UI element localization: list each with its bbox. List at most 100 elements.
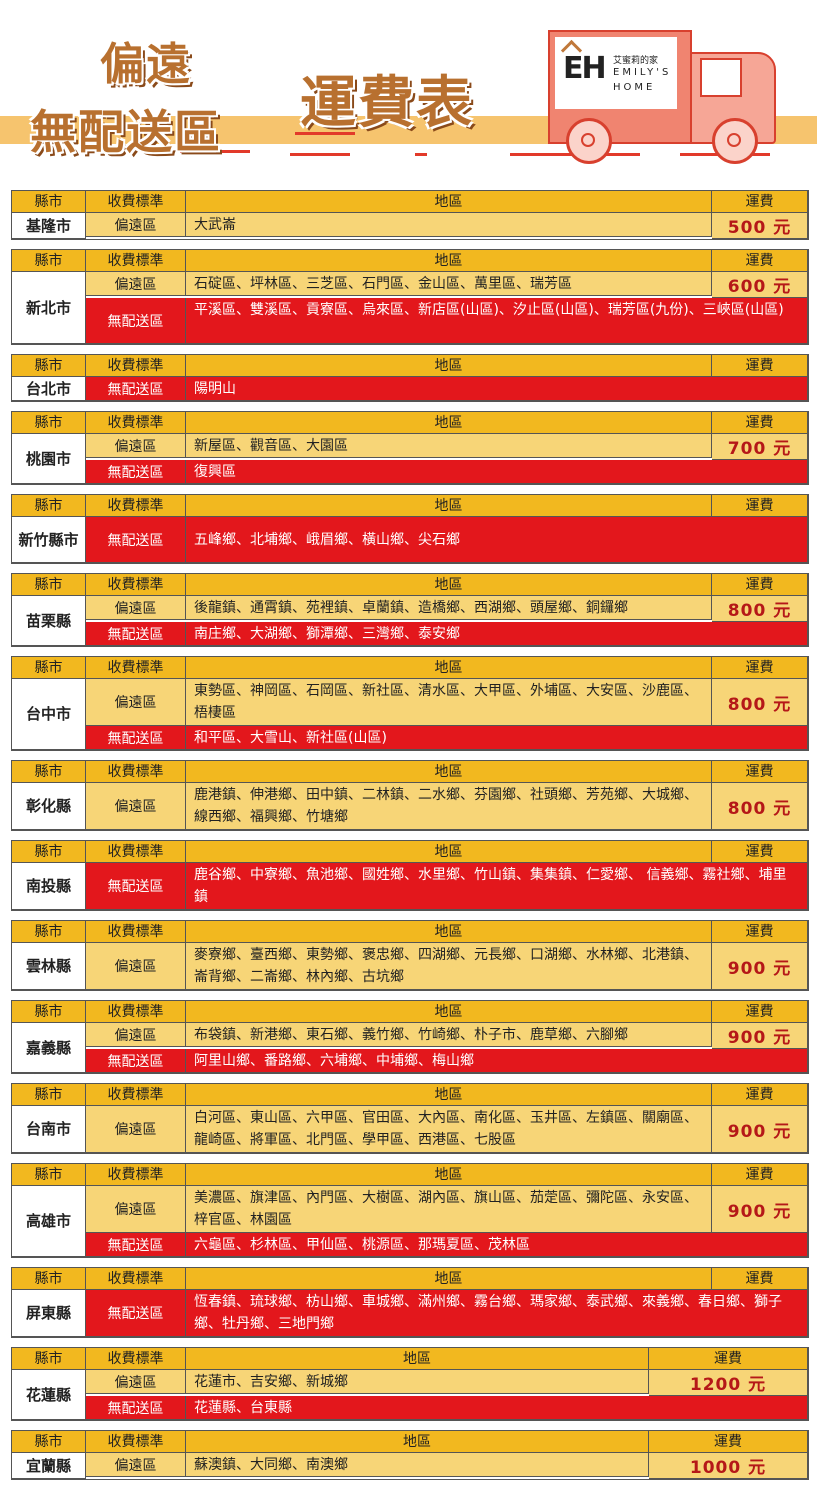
standard-cell: 無配送區	[86, 622, 186, 646]
header-area: 地區	[186, 412, 712, 434]
standard-cell: 無配送區	[86, 1233, 186, 1257]
logo-chinese: 艾蜜莉的家	[613, 56, 659, 66]
logo-english: HOME	[613, 82, 656, 93]
header-standard: 收費標準	[86, 1431, 186, 1453]
county-cell: 雲林縣	[12, 943, 86, 990]
fee-cell: 600 元	[712, 272, 808, 298]
county-cell: 嘉義縣	[12, 1023, 86, 1073]
fee-table: 縣市 收費標準 地區 運費 新北市 偏遠區 石碇區、坪林區、三芝區、石門區、金山區、萬里區、…	[11, 249, 809, 345]
fee-cell: 900 元	[712, 1186, 808, 1233]
area-cell: 布袋鎮、新港鄉、東石鄉、義竹鄉、竹崎鄉、朴子市、鹿草鄉、六腳鄉	[186, 1023, 712, 1047]
county-cell: 台中市	[12, 679, 86, 750]
header-standard: 收費標準	[86, 657, 186, 679]
header-fee: 運費	[712, 841, 808, 863]
title-shipping-table: 運費表	[300, 71, 474, 136]
fee-cell: 800 元	[712, 596, 808, 622]
county-cell: 台南市	[12, 1106, 86, 1153]
banner: 偏遠 無配送區 運費表 EH 艾蜜莉的家 EMILY'S HOME	[0, 0, 817, 185]
header-county: 縣市	[12, 921, 86, 943]
county-cell: 高雄市	[12, 1186, 86, 1257]
header-area: 地區	[186, 1084, 712, 1106]
standard-cell: 偏遠區	[86, 213, 186, 237]
fee-cell: 900 元	[712, 943, 808, 990]
header-standard: 收費標準	[86, 355, 186, 377]
header-fee: 運費	[649, 1431, 808, 1453]
road-dash	[190, 132, 215, 135]
logo-mark: EH	[563, 51, 607, 86]
header-county: 縣市	[12, 191, 86, 213]
county-cell: 宜蘭縣	[12, 1453, 86, 1479]
standard-cell: 無配送區	[86, 1290, 186, 1337]
area-cell: 鹿谷鄉、中寮鄉、魚池鄉、國姓鄉、水里鄉、竹山鎮、集集鎮、仁愛鄉、 信義鄉、霧社鄉…	[186, 863, 808, 910]
standard-cell: 偏遠區	[86, 596, 186, 620]
truck-window	[700, 58, 742, 97]
standard-cell: 偏遠區	[86, 1023, 186, 1047]
fee-table: 縣市 收費標準 地區 運費 苗栗縣 偏遠區 後龍鎮、通霄鎮、苑裡鎮、卓蘭鎮、造橋鄉、西湖鄉、…	[11, 573, 809, 647]
standard-cell: 偏遠區	[86, 1186, 186, 1233]
header-fee: 運費	[712, 355, 808, 377]
header-standard: 收費標準	[86, 761, 186, 783]
fee-table: 縣市 收費標準 地區 運費 花蓮縣 偏遠區 花蓮市、吉安鄉、新城鄉 1200 元無配送區 花蓮縣…	[11, 1347, 809, 1421]
area-cell: 平溪區、雙溪區、貢寮區、烏來區、新店區(山區)、汐止區(山區)、瑞芳區(九份)、…	[186, 298, 808, 344]
fee-table: 縣市 收費標準 地區 運費 雲林縣 偏遠區 麥寮鄉、臺西鄉、東勢鄉、褒忠鄉、四湖鄉、元長鄉、…	[11, 920, 809, 991]
header-fee: 運費	[712, 657, 808, 679]
standard-cell: 偏遠區	[86, 943, 186, 990]
header-county: 縣市	[12, 761, 86, 783]
header-fee: 運費	[712, 574, 808, 596]
area-cell: 石碇區、坪林區、三芝區、石門區、金山區、萬里區、瑞芳區	[186, 272, 712, 296]
standard-cell: 無配送區	[86, 726, 186, 750]
header-area: 地區	[186, 495, 712, 517]
header-standard: 收費標準	[86, 1268, 186, 1290]
header-county: 縣市	[12, 657, 86, 679]
area-cell: 阿里山鄉、番路鄉、六埔鄉、中埔鄉、梅山鄉	[186, 1049, 808, 1073]
area-cell: 美濃區、旗津區、內門區、大樹區、湖內區、旗山區、茄萣區、彌陀區、永安區、梓官區、…	[186, 1186, 712, 1233]
fee-table: 縣市 收費標準 地區 運費 屏東縣 無配送區 恆春鎮、琉球鄉、枋山鄉、車城鄉、滿州鄉、霧台鄉…	[11, 1267, 809, 1338]
header-standard: 收費標準	[86, 1084, 186, 1106]
title-remote: 偏遠	[100, 39, 192, 90]
area-cell: 蘇澳鎮、大同鄉、南澳鄉	[186, 1453, 649, 1477]
county-cell: 台北市	[12, 377, 86, 401]
header-county: 縣市	[12, 1431, 86, 1453]
area-cell: 花蓮縣、台東縣	[186, 1396, 808, 1420]
fee-cell: 800 元	[712, 679, 808, 726]
county-cell: 花蓮縣	[12, 1370, 86, 1420]
header-county: 縣市	[12, 1268, 86, 1290]
standard-cell: 無配送區	[86, 460, 186, 484]
header-area: 地區	[186, 1431, 649, 1453]
road-dash	[415, 153, 427, 156]
header-area: 地區	[186, 1348, 649, 1370]
area-cell: 大武崙	[186, 213, 712, 237]
header-standard: 收費標準	[86, 191, 186, 213]
fee-cell: 500 元	[712, 213, 808, 239]
header-fee: 運費	[712, 761, 808, 783]
standard-cell: 偏遠區	[86, 272, 186, 296]
area-cell: 鹿港鎮、伸港鄉、田中鎮、二林鎮、二水鄉、芬園鄉、社頭鄉、芳苑鄉、大城鄉、線西鄉、…	[186, 783, 712, 830]
header-fee: 運費	[712, 412, 808, 434]
area-cell: 南庄鄉、大湖鄉、獅潭鄉、三灣鄉、泰安鄉	[186, 622, 808, 646]
title-no-delivery: 無配送區	[30, 105, 222, 159]
county-cell: 基隆市	[12, 213, 86, 239]
header-standard: 收費標準	[86, 1348, 186, 1370]
fee-cell: 800 元	[712, 783, 808, 830]
header-standard: 收費標準	[86, 1164, 186, 1186]
area-cell: 和平區、大雪山、新社區(山區)	[186, 726, 808, 750]
standard-cell: 偏遠區	[86, 1453, 186, 1477]
header-area: 地區	[186, 574, 712, 596]
fee-table: 縣市 收費標準 地區 運費 台北市 無配送區 陽明山	[11, 354, 809, 402]
header-fee: 運費	[649, 1348, 808, 1370]
standard-cell: 偏遠區	[86, 679, 186, 726]
fee-table: 縣市 收費標準 地區 運費 南投縣 無配送區 鹿谷鄉、中寮鄉、魚池鄉、國姓鄉、水里鄉、竹山鎮…	[11, 840, 809, 911]
area-cell: 白河區、東山區、六甲區、官田區、大內區、南化區、玉井區、左鎮區、關廟區、龍崎區、…	[186, 1106, 712, 1153]
fee-cell: 700 元	[712, 434, 808, 460]
fee-table: 縣市 收費標準 地區 運費 新竹縣市 無配送區 五峰鄉、北埔鄉、峨眉鄉、橫山鄉、尖石鄉	[11, 494, 809, 564]
fee-cell: 1200 元	[649, 1370, 808, 1396]
header-area: 地區	[186, 761, 712, 783]
fee-table: 縣市 收費標準 地區 運費 嘉義縣 偏遠區 布袋鎮、新港鄉、東石鄉、義竹鄉、竹崎鄉、朴子市、…	[11, 1000, 809, 1074]
standard-cell: 偏遠區	[86, 783, 186, 830]
standard-cell: 無配送區	[86, 517, 186, 563]
county-cell: 苗栗縣	[12, 596, 86, 646]
fee-table: 縣市 收費標準 地區 運費 彰化縣 偏遠區 鹿港鎮、伸港鄉、田中鎮、二林鎮、二水鄉、芬園鄉、…	[11, 760, 809, 831]
county-cell: 南投縣	[12, 863, 86, 910]
area-cell: 麥寮鄉、臺西鄉、東勢鄉、褒忠鄉、四湖鄉、元長鄉、口湖鄉、水林鄉、北港鎮、崙背鄉、…	[186, 943, 712, 990]
